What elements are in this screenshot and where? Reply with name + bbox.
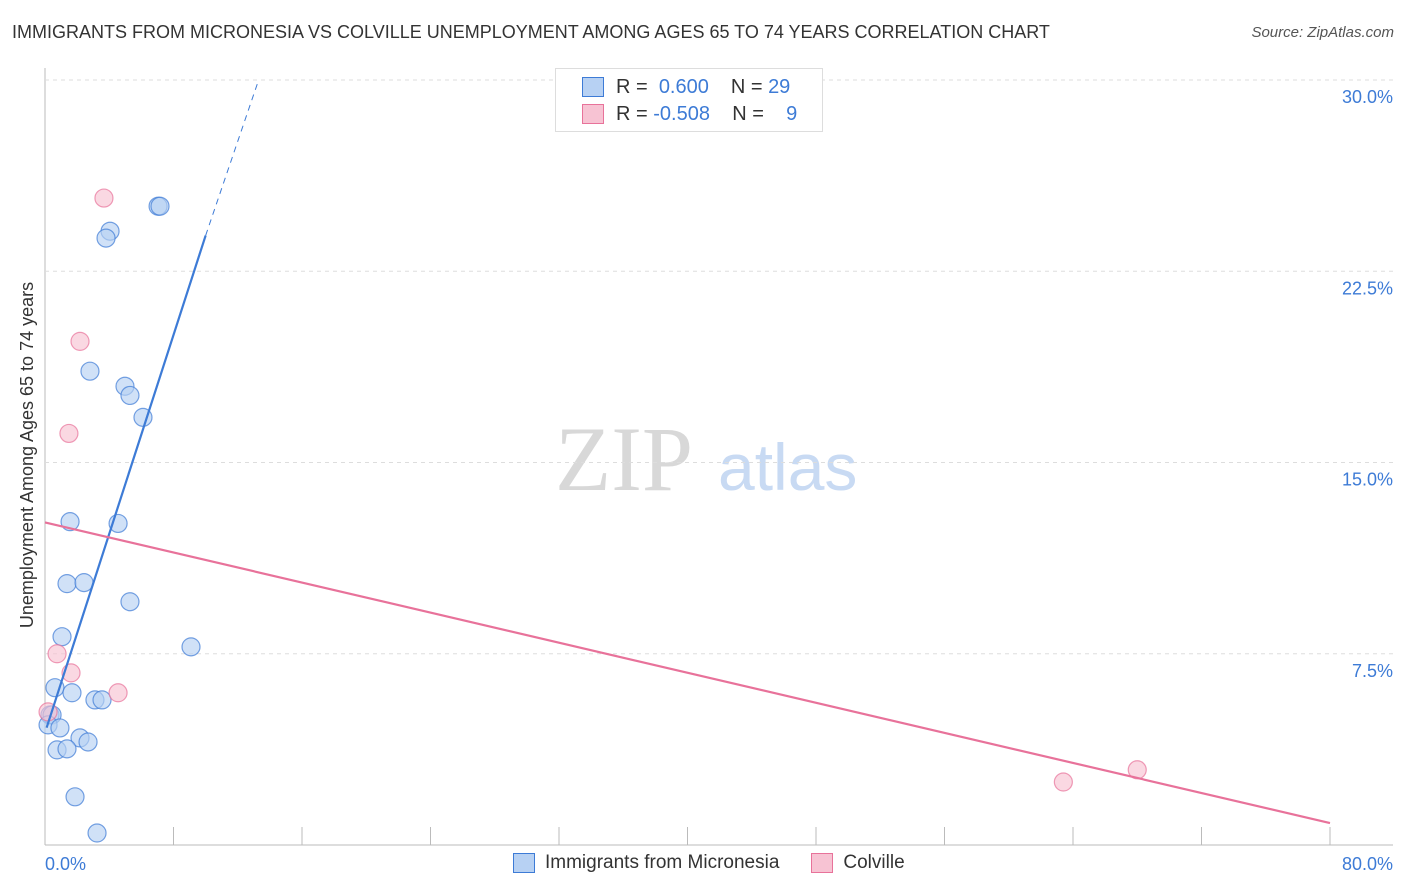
data-point-micronesia bbox=[52, 627, 72, 647]
n-value-colville: 9 bbox=[786, 102, 798, 125]
data-point-micronesia bbox=[120, 385, 140, 406]
data-point-micronesia bbox=[50, 718, 70, 738]
trend-line-extension bbox=[205, 79, 260, 236]
watermark-zip: ZIP bbox=[555, 408, 693, 510]
data-point-micronesia bbox=[150, 196, 170, 216]
r-value-colville: -0.508 bbox=[653, 102, 710, 125]
data-point-micronesia bbox=[78, 732, 98, 752]
data-point-micronesia bbox=[181, 637, 201, 657]
data-point-micronesia bbox=[87, 823, 107, 843]
y-axis-label: Unemployment Among Ages 65 to 74 years bbox=[17, 282, 37, 628]
r-label: R = bbox=[616, 102, 648, 125]
y-tick-label: 30.0% bbox=[1342, 87, 1393, 107]
micronesia-swatch bbox=[582, 77, 604, 97]
data-point-micronesia bbox=[65, 787, 85, 807]
r-value-micronesia: 0.600 bbox=[658, 75, 709, 98]
legend-colville[interactable]: Colville bbox=[843, 852, 905, 873]
colville-legend-swatch bbox=[811, 853, 834, 873]
chart-title: IMMIGRANTS FROM MICRONESIA VS COLVILLE U… bbox=[12, 22, 1050, 42]
colville-swatch bbox=[582, 104, 604, 124]
data-point-micronesia bbox=[57, 574, 77, 594]
data-point-micronesia bbox=[62, 683, 82, 703]
series-legend: Immigrants from Micronesia Colville bbox=[513, 852, 905, 874]
data-point-colville bbox=[94, 188, 114, 208]
legend-micronesia[interactable]: Immigrants from Micronesia bbox=[545, 852, 780, 873]
data-point-colville bbox=[47, 644, 67, 664]
data-point-micronesia bbox=[80, 361, 100, 381]
x-tick-label-max: 80.0% bbox=[1342, 854, 1393, 874]
n-label: N = bbox=[732, 102, 764, 125]
watermark-atlas: atlas bbox=[718, 430, 857, 504]
trend-line-micronesia bbox=[45, 235, 207, 729]
data-point-colville bbox=[70, 331, 90, 351]
data-point-micronesia bbox=[96, 228, 116, 248]
legend-row-micronesia: R = 0.600 N = 29 bbox=[582, 74, 790, 100]
x-tick-label-min: 0.0% bbox=[45, 854, 86, 874]
data-point-colville bbox=[59, 423, 79, 444]
r-label: R = bbox=[616, 75, 648, 98]
source-label: Source: ZipAtlas.com bbox=[1251, 24, 1394, 41]
trend-line-colville bbox=[44, 521, 1331, 825]
data-point-colville bbox=[108, 683, 128, 703]
y-tick-label: 22.5% bbox=[1342, 278, 1393, 298]
legend-row-colville: R = -0.508 N = 9 bbox=[582, 101, 797, 127]
y-tick-label: 15.0% bbox=[1342, 470, 1393, 490]
stats-legend: R = 0.600 N = 29 R = -0.508 N = 9 bbox=[555, 68, 823, 132]
data-point-micronesia bbox=[92, 690, 112, 710]
micronesia-legend-swatch bbox=[513, 853, 535, 873]
data-point-micronesia bbox=[120, 592, 140, 612]
y-tick-label: 7.5% bbox=[1352, 661, 1393, 681]
n-label: N = bbox=[730, 75, 763, 98]
n-value-micronesia: 29 bbox=[768, 75, 791, 98]
data-point-colville bbox=[1053, 772, 1073, 792]
data-point-micronesia bbox=[57, 739, 77, 759]
